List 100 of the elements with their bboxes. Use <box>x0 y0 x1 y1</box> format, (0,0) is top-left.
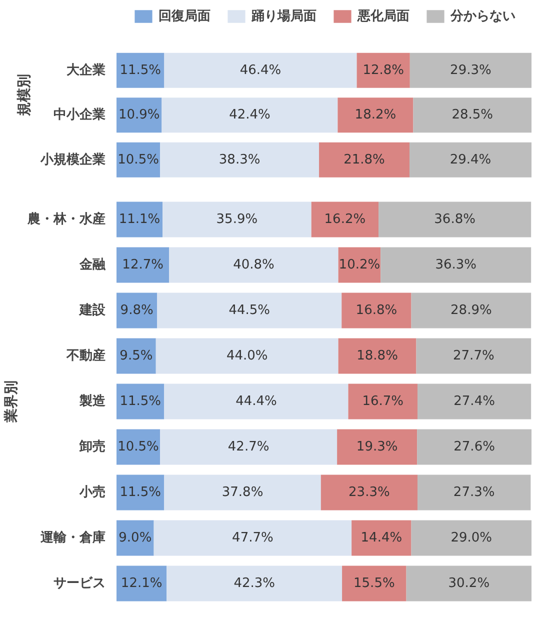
legend-label: 踊り場局面 <box>252 8 316 25</box>
bar <box>356 52 410 88</box>
bar <box>156 338 338 374</box>
data-label: 40.8% <box>233 258 274 273</box>
data-label: 47.7% <box>232 530 274 546</box>
bar <box>311 202 379 238</box>
bar <box>116 520 154 556</box>
bar <box>352 520 412 556</box>
data-label: 35.9% <box>216 212 258 228</box>
y-tick-label: 建設 <box>78 302 106 318</box>
y-tick-label: 小規模企業 <box>40 152 106 168</box>
bar <box>342 566 406 602</box>
bar <box>116 202 163 238</box>
data-label: 9.5% <box>120 348 153 364</box>
data-label: 10.5% <box>118 152 159 168</box>
data-label: 28.9% <box>450 303 492 318</box>
bar <box>162 202 312 238</box>
data-label: 42.7% <box>228 439 270 454</box>
data-label: 14.4% <box>360 530 402 546</box>
data-label: 29.3% <box>450 62 492 78</box>
bar <box>164 52 357 88</box>
bar <box>116 247 170 283</box>
data-label: 29.4% <box>450 152 492 168</box>
data-label: 42.3% <box>234 576 276 591</box>
data-label: 18.2% <box>354 108 396 123</box>
bar <box>417 429 532 465</box>
data-label: 10.5% <box>118 439 159 454</box>
data-label: 11.5% <box>120 394 161 409</box>
data-label: 46.4% <box>240 62 282 78</box>
y-tick-label: サービス <box>54 576 106 591</box>
data-label: 19.3% <box>356 439 398 454</box>
data-label: 37.8% <box>222 484 264 500</box>
data-label: 36.8% <box>434 212 476 228</box>
bar <box>319 142 410 178</box>
bar <box>116 474 164 510</box>
bar <box>164 474 321 510</box>
data-label: 12.7% <box>122 258 164 273</box>
bar <box>337 429 418 465</box>
data-label: 27.7% <box>453 348 494 364</box>
data-label: 44.4% <box>236 394 277 409</box>
data-label: 30.2% <box>448 576 490 591</box>
bar <box>410 52 532 88</box>
data-label: 44.5% <box>228 303 270 318</box>
bar <box>411 292 532 328</box>
bar <box>338 98 414 133</box>
bar <box>320 474 418 510</box>
y-tick-label: 製造 <box>78 394 106 409</box>
bar <box>411 520 532 556</box>
y-tick-label: 金融 <box>78 258 106 273</box>
data-label: 27.6% <box>454 439 495 454</box>
y-tick-label: 中小企業 <box>54 108 106 123</box>
data-label: 29.0% <box>450 530 492 546</box>
data-label: 9.8% <box>120 303 154 318</box>
bar <box>160 142 320 178</box>
data-label: 9.0% <box>118 530 152 546</box>
bar <box>342 292 412 328</box>
data-label: 44.0% <box>226 348 268 364</box>
bar <box>160 429 338 465</box>
data-label: 11.5% <box>120 484 161 500</box>
y-tick-label: 不動産 <box>66 348 106 364</box>
data-label: 36.3% <box>435 258 476 273</box>
data-label: 16.7% <box>362 394 404 409</box>
legend-label: 悪化局面 <box>358 8 410 25</box>
data-label: 42.4% <box>229 108 270 123</box>
bar <box>157 292 342 328</box>
data-label: 12.1% <box>120 576 162 591</box>
y-axis-title: 規模別 <box>16 74 32 117</box>
bar <box>348 384 418 420</box>
data-label: 12.8% <box>362 62 404 78</box>
data-label: 10.9% <box>118 108 160 123</box>
bar <box>154 520 352 556</box>
y-tick-label: 大企業 <box>66 62 106 78</box>
bar <box>417 474 531 510</box>
bar <box>116 384 164 420</box>
data-label: 18.8% <box>356 348 398 364</box>
data-label: 27.3% <box>453 484 495 500</box>
data-label: 16.8% <box>356 303 398 318</box>
bar <box>169 247 338 283</box>
data-label: 15.5% <box>354 576 395 591</box>
bar <box>116 292 158 328</box>
y-axis-title: 業界別 <box>4 380 20 424</box>
y-tick-label: 農・林・水産 <box>26 211 106 228</box>
bar <box>116 566 167 602</box>
bar <box>409 142 532 178</box>
bar <box>162 98 338 133</box>
bar <box>116 52 164 88</box>
y-tick-label: 小売 <box>78 484 106 500</box>
bar <box>417 384 532 420</box>
data-label: 16.2% <box>324 212 366 228</box>
data-label: 21.8% <box>344 152 385 168</box>
data-label: 11.5% <box>120 62 162 78</box>
bar <box>406 566 532 602</box>
data-label: 10.2% <box>338 258 380 273</box>
legend-label: 分からない <box>450 8 516 25</box>
legend-label: 回復局面 <box>158 8 210 25</box>
y-tick-label: 運輸・倉庫 <box>40 529 106 546</box>
data-label: 28.5% <box>452 108 494 123</box>
data-label: 23.3% <box>348 484 390 500</box>
bar <box>413 98 532 133</box>
bar <box>380 247 532 283</box>
